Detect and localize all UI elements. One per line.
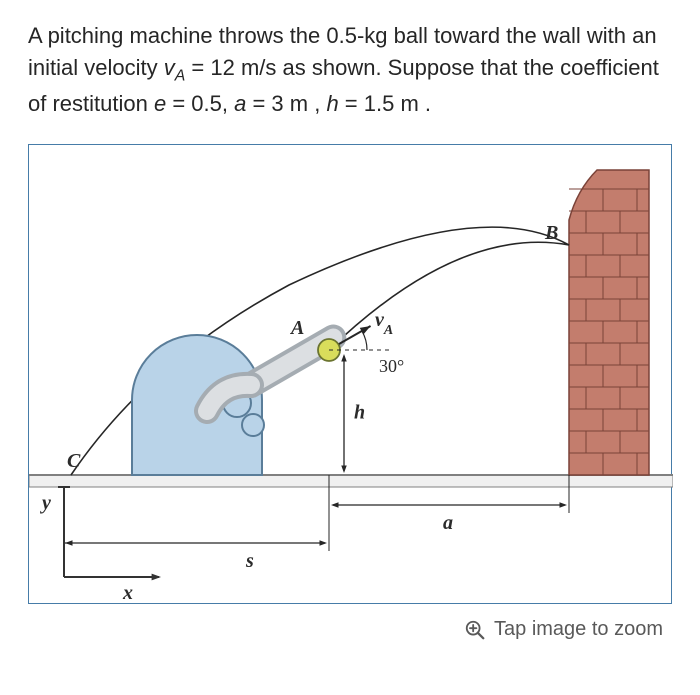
svg-text:s: s <box>245 550 254 572</box>
e-value: = 0.5, <box>166 91 234 116</box>
diagram-container[interactable]: ABCvA30°hasyx Tap image to zoom <box>28 144 672 604</box>
a-value: = 3 m , <box>246 91 326 116</box>
sym-v: v <box>164 55 175 80</box>
svg-text:B: B <box>544 222 558 244</box>
h-value: = 1.5 m . <box>339 91 431 116</box>
sym-e: e <box>154 91 166 116</box>
zoom-hint[interactable]: Tap image to zoom <box>464 618 663 641</box>
svg-text:x: x <box>122 582 133 604</box>
vA-value: 12 <box>210 55 234 80</box>
sym-a: a <box>234 91 246 116</box>
svg-text:a: a <box>443 512 453 534</box>
svg-text:30°: 30° <box>379 356 404 376</box>
text-part: A pitching machine throws the <box>28 23 326 48</box>
physics-diagram: A B CvA 30° h a s y x <box>29 145 673 605</box>
zoom-label: Tap image to zoom <box>494 618 663 641</box>
zoom-icon <box>464 619 486 641</box>
svg-text:vA: vA <box>375 309 393 338</box>
svg-text:h: h <box>354 402 365 424</box>
svg-text:C: C <box>67 450 81 472</box>
mass-value: 0.5-kg <box>326 23 387 48</box>
sym-A: A <box>175 67 186 84</box>
eq: = <box>185 55 210 80</box>
sym-h: h <box>326 91 338 116</box>
svg-text:A: A <box>289 317 304 339</box>
vA-unit: m/s <box>235 55 277 80</box>
problem-statement: A pitching machine throws the 0.5-kg bal… <box>28 20 672 120</box>
svg-text:y: y <box>40 492 51 514</box>
